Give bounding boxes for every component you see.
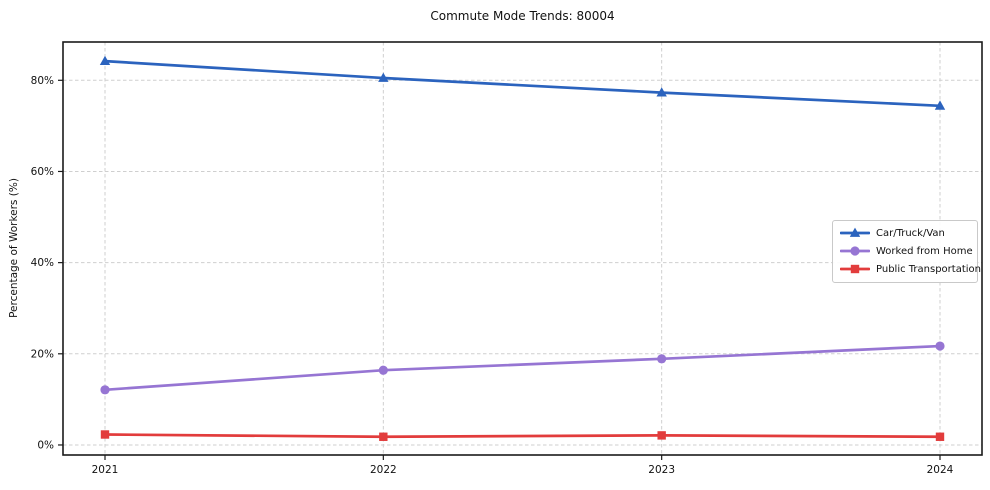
square-legend-sample-icon <box>839 264 871 274</box>
circle-marker <box>850 246 860 256</box>
triangle-marker <box>849 227 861 237</box>
y-tick-label: 40% <box>31 257 54 269</box>
y-tick-label: 20% <box>31 348 54 360</box>
square-marker <box>657 431 666 440</box>
square-marker <box>850 264 860 274</box>
legend-line-triangle-icon <box>839 224 871 243</box>
circle-marker <box>935 341 945 351</box>
x-tick-label: 2023 <box>648 464 675 476</box>
circle-legend-sample-icon <box>839 246 871 256</box>
x-tick-label: 2024 <box>927 464 954 476</box>
axis-layer <box>58 41 983 460</box>
series-2 <box>100 430 945 441</box>
legend-label: Car/Truck/Van <box>876 228 945 239</box>
y-tick-label: 0% <box>37 439 54 451</box>
square-marker <box>935 432 945 441</box>
triangle-marker <box>99 55 111 66</box>
tick-label-layer: 0% 20% 40% 60% 80% 2021 2022 2023 2024 <box>31 75 954 476</box>
y-tick-label: 60% <box>31 166 54 178</box>
legend-label: Worked from Home <box>876 246 973 257</box>
triangle-marker <box>656 87 667 97</box>
legend-row: Public Transportation <box>839 260 981 279</box>
circle-marker <box>100 385 110 395</box>
legend-label: Public Transportation <box>876 264 981 275</box>
plot-border <box>62 41 983 456</box>
series-line <box>103 344 942 392</box>
series-layer <box>99 55 946 441</box>
square-marker <box>100 430 110 439</box>
legend-line-circle-icon <box>839 242 871 261</box>
grid-layer <box>63 42 982 455</box>
series-line <box>103 59 942 108</box>
legend-line-square-icon <box>839 260 871 279</box>
triangle-legend-sample-icon <box>839 227 871 237</box>
legend-row: Car/Truck/Van <box>839 224 970 243</box>
y-tick-label: 80% <box>31 75 54 87</box>
circle-marker <box>657 354 667 364</box>
series-0 <box>99 55 946 110</box>
series-line <box>103 433 942 439</box>
triangle-marker <box>378 72 389 82</box>
circle-marker <box>378 365 388 375</box>
series-1 <box>100 341 945 395</box>
chart-legend: Car/Truck/Van Worked from Home Public Tr… <box>832 220 981 283</box>
triangle-marker <box>934 100 946 110</box>
square-marker <box>379 432 388 441</box>
x-tick-label: 2021 <box>92 464 119 476</box>
x-tick-label: 2022 <box>370 464 397 476</box>
chart-title: Commute Mode Trends: 80004 <box>430 9 615 23</box>
legend-row: Worked from Home <box>839 242 973 261</box>
